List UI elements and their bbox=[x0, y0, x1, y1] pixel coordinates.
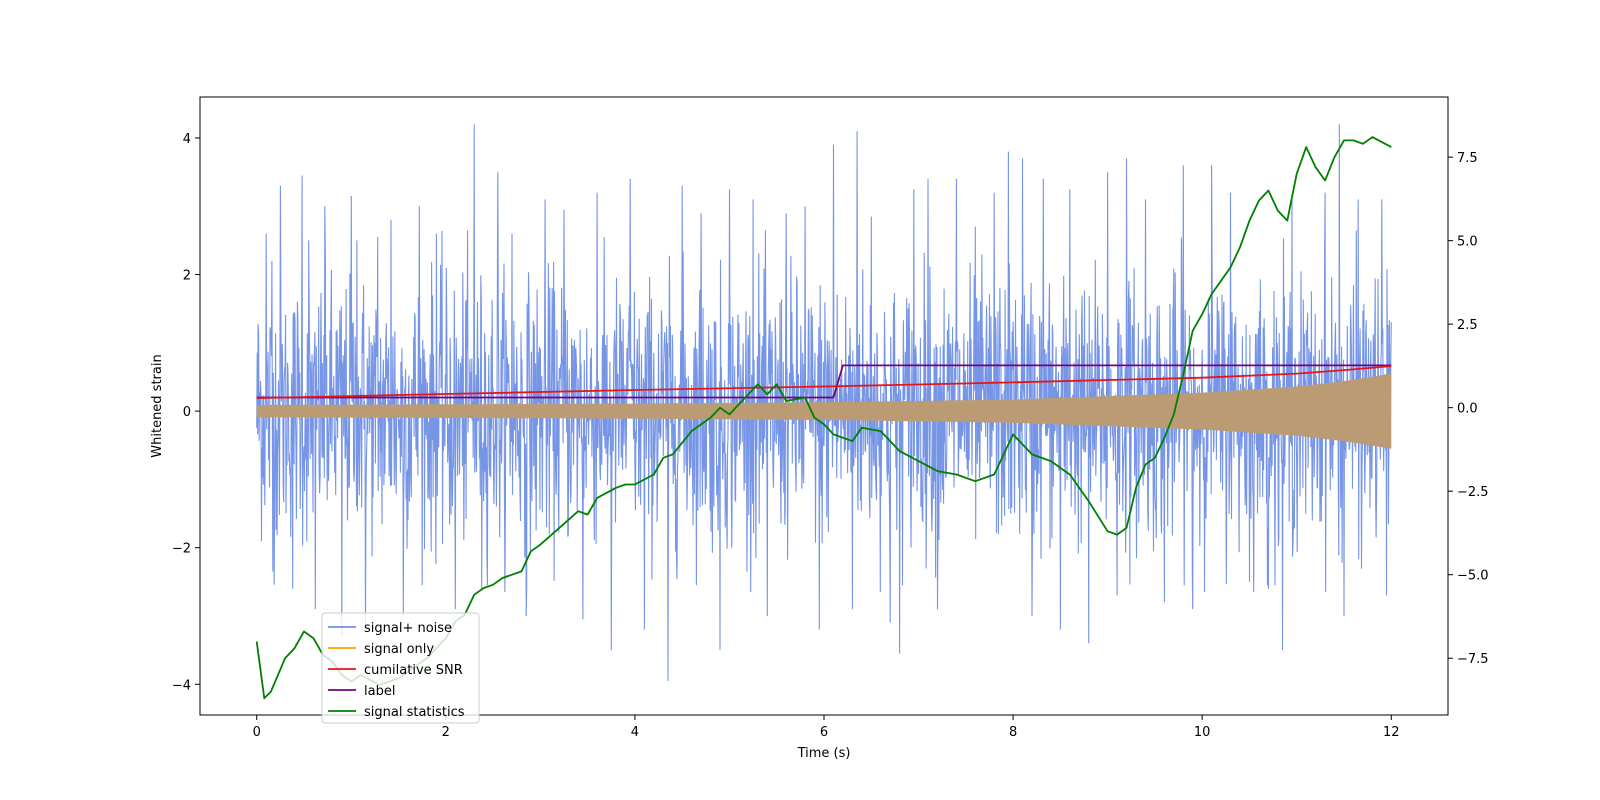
y-axis-label: Whitened strain bbox=[150, 354, 165, 457]
legend-entry-label: cumilative SNR bbox=[364, 663, 463, 678]
x-tick-label: 8 bbox=[1009, 725, 1017, 740]
x-tick-label: 4 bbox=[631, 725, 639, 740]
y-axis-ticks: −4 −2 0 2 4 bbox=[172, 132, 200, 693]
x-tick-label: 2 bbox=[442, 725, 450, 740]
y-tick-label: 0 bbox=[183, 405, 191, 420]
right-y-tick-label: −7.5 bbox=[1457, 652, 1489, 667]
signal-only-layer bbox=[256, 373, 1392, 449]
x-tick-label: 10 bbox=[1194, 725, 1211, 740]
right-y-tick-label: 2.5 bbox=[1457, 318, 1478, 333]
y-tick-label: −2 bbox=[172, 542, 191, 557]
y-tick-label: −4 bbox=[172, 678, 191, 693]
y-tick-label: 2 bbox=[183, 269, 191, 284]
x-tick-label: 6 bbox=[820, 725, 828, 740]
x-axis-ticks: 0 2 4 6 8 10 12 bbox=[253, 715, 1400, 740]
legend-box bbox=[321, 612, 480, 724]
right-y-tick-label: −2.5 bbox=[1457, 485, 1489, 500]
series-line-label bbox=[256, 364, 1392, 399]
legend-entry-label: signal+ noise bbox=[364, 621, 452, 636]
x-tick-label: 12 bbox=[1383, 725, 1400, 740]
series-line-cumilative-snr bbox=[256, 365, 1392, 399]
right-y-axis-ticks: −7.5 −5.0 −2.5 0.0 2.5 5.0 7.5 bbox=[1448, 151, 1489, 667]
series-line-signal-only bbox=[256, 373, 1392, 449]
legend-entry-label: signal statistics bbox=[364, 705, 465, 720]
right-y-tick-label: 5.0 bbox=[1457, 235, 1478, 250]
legend-entry-label: label bbox=[364, 684, 395, 699]
right-y-tick-label: 0.0 bbox=[1457, 402, 1478, 417]
x-tick-label: 0 bbox=[253, 725, 261, 740]
right-y-tick-label: 7.5 bbox=[1457, 151, 1478, 166]
legend: signal+ noise signal only cumilative SNR la… bbox=[321, 612, 480, 724]
y-tick-label: 4 bbox=[183, 132, 191, 147]
legend-entry-label: signal only bbox=[364, 642, 434, 657]
x-axis-label: Time (s) bbox=[797, 746, 851, 761]
right-y-tick-label: −5.0 bbox=[1457, 569, 1489, 584]
